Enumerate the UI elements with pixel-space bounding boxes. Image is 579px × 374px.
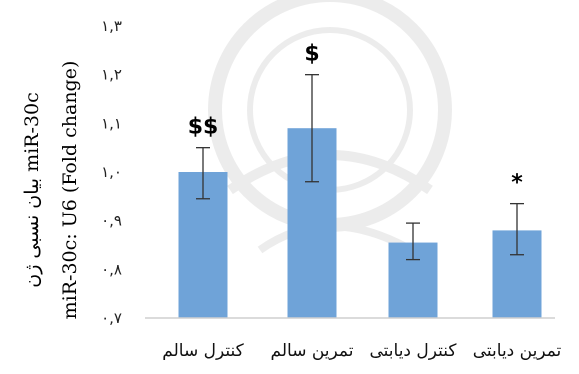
y-tick-label: ۰,۷ xyxy=(101,309,122,327)
y-tick-label: ۱,۰ xyxy=(101,163,122,181)
y-tick-label: ۱,۲ xyxy=(101,66,122,84)
error-bar xyxy=(305,74,319,183)
annotations-group: $$$* xyxy=(188,42,524,196)
error-bars-group xyxy=(196,74,524,261)
significance-marker: $ xyxy=(304,42,319,67)
significance-marker: * xyxy=(511,171,523,196)
y-axis-label-line-1: بیان نسبی ژن miR-30c xyxy=(21,92,43,287)
y-tick-label: ۰,۸ xyxy=(101,260,122,278)
error-bar xyxy=(406,222,420,261)
x-category-label: کنترل سالم xyxy=(162,341,244,361)
x-category-label: تمرین سالم xyxy=(271,341,354,361)
y-tick-label: ۰,۹ xyxy=(101,212,122,230)
x-category-label: تمرین دیابتی xyxy=(473,341,562,361)
x-category-label: کنترل دیابتی xyxy=(369,341,457,361)
error-bar xyxy=(196,147,210,200)
y-axis: ۰,۷ ۰,۸ ۰,۹ ۱,۰ ۱,۱ ۱,۲ ۱,۳ xyxy=(101,17,122,327)
error-bar xyxy=(510,202,524,256)
y-tick-label: ۱,۱ xyxy=(101,114,122,132)
x-axis-category-labels: کنترل سالم تمرین سالم کنترل دیابتی تمرین دی… xyxy=(162,341,561,361)
y-axis-label-line-2: miR-30c: U6 (Fold change) xyxy=(59,61,81,320)
significance-marker: $$ xyxy=(188,115,219,140)
y-tick-label: ۱,۳ xyxy=(101,17,122,35)
